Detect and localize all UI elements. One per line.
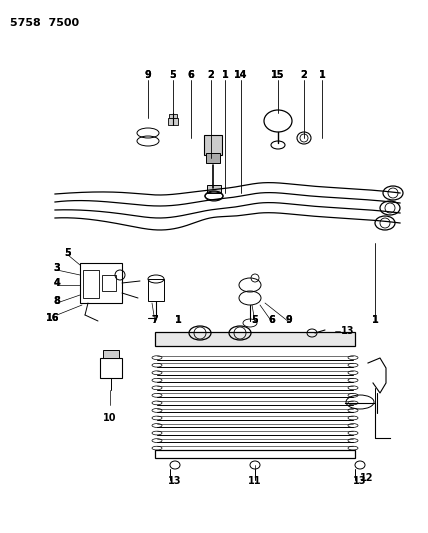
Text: 7: 7 xyxy=(152,315,158,325)
Bar xyxy=(155,450,355,458)
Text: 3: 3 xyxy=(54,263,60,273)
Bar xyxy=(155,332,355,346)
Text: 1: 1 xyxy=(372,315,378,325)
Bar xyxy=(100,358,122,378)
Bar xyxy=(148,279,164,301)
Text: 5: 5 xyxy=(169,70,176,80)
Text: 10: 10 xyxy=(103,413,117,423)
Text: 16: 16 xyxy=(46,313,60,323)
Text: 5: 5 xyxy=(65,248,71,258)
Text: 13: 13 xyxy=(168,476,182,486)
Text: 2: 2 xyxy=(300,70,307,80)
Text: 1: 1 xyxy=(372,315,378,325)
Bar xyxy=(204,135,222,155)
Text: 5: 5 xyxy=(252,315,259,325)
Text: 3: 3 xyxy=(54,263,60,273)
Bar xyxy=(206,153,220,163)
Text: 1: 1 xyxy=(318,70,325,80)
Bar xyxy=(80,263,122,303)
Text: 15: 15 xyxy=(271,70,285,80)
Text: 13: 13 xyxy=(353,476,367,486)
Text: 6: 6 xyxy=(269,315,275,325)
Text: 1: 1 xyxy=(222,70,229,80)
Text: 7: 7 xyxy=(152,315,158,325)
Bar xyxy=(169,114,177,118)
Text: 5758  7500: 5758 7500 xyxy=(10,18,79,28)
Bar xyxy=(103,350,119,358)
Text: 1: 1 xyxy=(318,70,325,80)
Text: 2: 2 xyxy=(208,70,214,80)
Text: 2: 2 xyxy=(208,70,214,80)
Text: 6: 6 xyxy=(187,70,194,80)
Text: 5: 5 xyxy=(252,315,259,325)
Text: 8: 8 xyxy=(54,296,60,306)
Text: 11: 11 xyxy=(248,476,262,486)
Text: 1: 1 xyxy=(175,315,181,325)
Bar xyxy=(83,270,99,298)
Text: 4: 4 xyxy=(54,278,60,288)
Text: 1: 1 xyxy=(222,70,229,80)
Text: 5: 5 xyxy=(169,70,176,80)
Text: 9: 9 xyxy=(285,315,292,325)
Text: 4: 4 xyxy=(54,278,60,288)
Text: 8: 8 xyxy=(54,296,60,306)
Bar xyxy=(102,275,116,291)
Text: 9: 9 xyxy=(145,70,152,80)
Text: 13: 13 xyxy=(341,326,355,336)
Text: 16: 16 xyxy=(46,313,60,323)
Text: 6: 6 xyxy=(187,70,194,80)
Text: 9: 9 xyxy=(285,315,292,325)
Bar xyxy=(207,185,221,193)
Text: 9: 9 xyxy=(145,70,152,80)
Text: 5: 5 xyxy=(65,248,71,258)
Text: 2: 2 xyxy=(300,70,307,80)
Bar xyxy=(168,118,178,125)
Text: 12: 12 xyxy=(360,473,374,483)
Text: 1: 1 xyxy=(175,315,181,325)
Text: 14: 14 xyxy=(234,70,248,80)
Text: 15: 15 xyxy=(271,70,285,80)
Text: 14: 14 xyxy=(234,70,248,80)
Text: 6: 6 xyxy=(269,315,275,325)
